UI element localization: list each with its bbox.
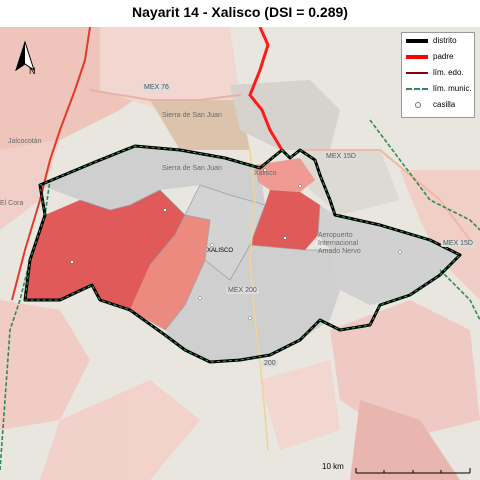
casilla-points bbox=[70, 168, 402, 320]
map-legend: distrito padre lím. edo. lím. munic. cas… bbox=[401, 32, 475, 118]
scale-label: 10 km bbox=[322, 462, 344, 471]
legend-item-lim-edo: lím. edo. bbox=[406, 67, 476, 79]
legend-item-casilla: casilla bbox=[406, 99, 476, 111]
section-red-east bbox=[250, 190, 320, 250]
municipal-limits bbox=[0, 119, 480, 471]
section-gray-center bbox=[185, 185, 265, 280]
district-name-label: XALISCO bbox=[207, 248, 234, 254]
place-label-aeropuerto: Aeropuerto Internacional Amado Nervo bbox=[318, 232, 361, 255]
road-label-mex200: MEX 200 bbox=[226, 287, 259, 294]
legend-item-distrito: distrito bbox=[406, 35, 476, 47]
legend-label-lim-edo: lím. edo. bbox=[433, 68, 464, 77]
legend-swatch-lim-edo bbox=[406, 72, 428, 74]
place-label-el-cora: El Cora bbox=[0, 200, 24, 207]
north-label: N bbox=[29, 66, 36, 76]
place-label-jalcocotan: Jalcocotán bbox=[8, 138, 42, 145]
neighbor-sections bbox=[0, 27, 480, 480]
road-label-mex15d-a: MEX 15D bbox=[324, 153, 358, 160]
district-outline-green bbox=[24, 145, 461, 363]
section-pink-xalisco bbox=[255, 158, 315, 192]
section-gray-south bbox=[165, 245, 340, 360]
legend-label-padre: padre bbox=[433, 52, 454, 61]
map-canvas[interactable] bbox=[0, 27, 480, 480]
road-label-mex15d-b: MEX 15D bbox=[441, 240, 475, 247]
legend-swatch-casilla bbox=[415, 102, 421, 108]
legend-label-casilla: casilla bbox=[433, 100, 456, 109]
place-label-sierra-1: Sierra de San Juan bbox=[162, 112, 222, 119]
road-label-200: 200 bbox=[262, 360, 278, 367]
legend-swatch-lim-munic bbox=[406, 88, 428, 90]
legend-item-lim-munic: lím. munic. bbox=[406, 83, 476, 95]
place-label-sierra-2: Sierra de San Juan bbox=[162, 165, 222, 172]
section-pink-center bbox=[130, 215, 210, 330]
section-gray-east bbox=[318, 205, 460, 305]
state-limit bbox=[11, 27, 91, 301]
section-red-west bbox=[25, 190, 185, 310]
city-area bbox=[230, 80, 400, 215]
road-label-mex76: MEX 76 bbox=[142, 84, 171, 91]
map-title: Nayarit 14 - Xalisco (DSI = 0.289) bbox=[132, 4, 348, 20]
section-boundaries bbox=[79, 184, 330, 331]
parent-boundary bbox=[248, 27, 284, 151]
legend-swatch-padre bbox=[406, 55, 428, 59]
legend-label-lim-munic: lím. munic. bbox=[433, 84, 472, 93]
legend-item-padre: padre bbox=[406, 51, 476, 63]
scale-bar: 10 km bbox=[322, 460, 472, 478]
legend-swatch-distrito bbox=[406, 39, 428, 43]
scale-bar-line bbox=[355, 468, 471, 474]
legend-label-distrito: distrito bbox=[433, 36, 457, 45]
north-arrow: N bbox=[8, 40, 42, 80]
place-label-xalisco-town: Xalisco bbox=[254, 170, 277, 177]
